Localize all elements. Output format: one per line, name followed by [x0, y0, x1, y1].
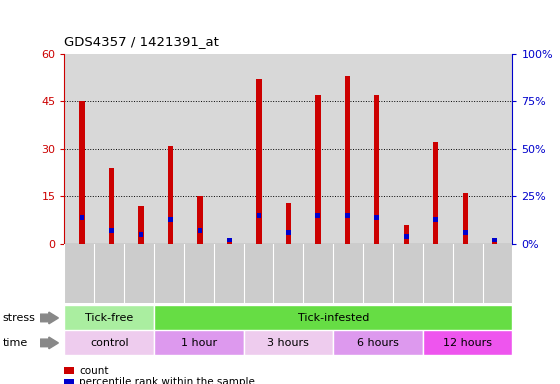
Bar	[168, 217, 173, 222]
Bar	[404, 225, 409, 244]
Bar	[492, 238, 497, 242]
Bar	[374, 95, 380, 244]
Text: percentile rank within the sample: percentile rank within the sample	[79, 377, 255, 384]
Bar	[227, 238, 232, 242]
Bar	[463, 193, 468, 244]
Text: 12 hours: 12 hours	[443, 338, 492, 348]
Bar	[345, 76, 350, 244]
Bar	[286, 230, 291, 235]
Bar	[227, 237, 232, 244]
Text: control: control	[90, 338, 128, 348]
Bar	[109, 168, 114, 244]
Text: 6 hours: 6 hours	[357, 338, 399, 348]
Bar	[109, 228, 114, 233]
Bar	[154, 330, 244, 355]
Bar	[80, 101, 85, 244]
Bar	[168, 146, 173, 244]
Text: Tick-infested: Tick-infested	[297, 313, 369, 323]
Bar	[198, 228, 202, 233]
Text: 1 hour: 1 hour	[181, 338, 217, 348]
Bar	[315, 95, 320, 244]
Bar	[154, 305, 512, 330]
Bar	[433, 142, 438, 244]
Bar	[345, 213, 350, 218]
Bar	[286, 203, 291, 244]
Bar	[244, 330, 333, 355]
Bar	[404, 234, 409, 238]
Bar	[333, 330, 423, 355]
Bar	[256, 213, 262, 218]
Bar	[139, 232, 143, 237]
FancyArrow shape	[40, 337, 58, 349]
Bar	[138, 206, 144, 244]
Bar	[197, 196, 203, 244]
Bar	[433, 217, 438, 222]
Text: time: time	[3, 338, 28, 348]
Bar	[423, 330, 512, 355]
Text: stress: stress	[3, 313, 36, 323]
Bar	[64, 330, 154, 355]
Bar	[492, 237, 497, 244]
Bar	[64, 305, 154, 330]
Bar	[315, 213, 320, 218]
Text: 3 hours: 3 hours	[268, 338, 309, 348]
Bar	[375, 215, 379, 220]
FancyArrow shape	[40, 312, 58, 324]
Text: Tick-free: Tick-free	[85, 313, 133, 323]
Bar	[463, 230, 468, 235]
Text: GDS4357 / 1421391_at: GDS4357 / 1421391_at	[64, 35, 220, 48]
Text: count: count	[79, 366, 109, 376]
Bar	[80, 215, 85, 220]
Bar	[256, 79, 262, 244]
